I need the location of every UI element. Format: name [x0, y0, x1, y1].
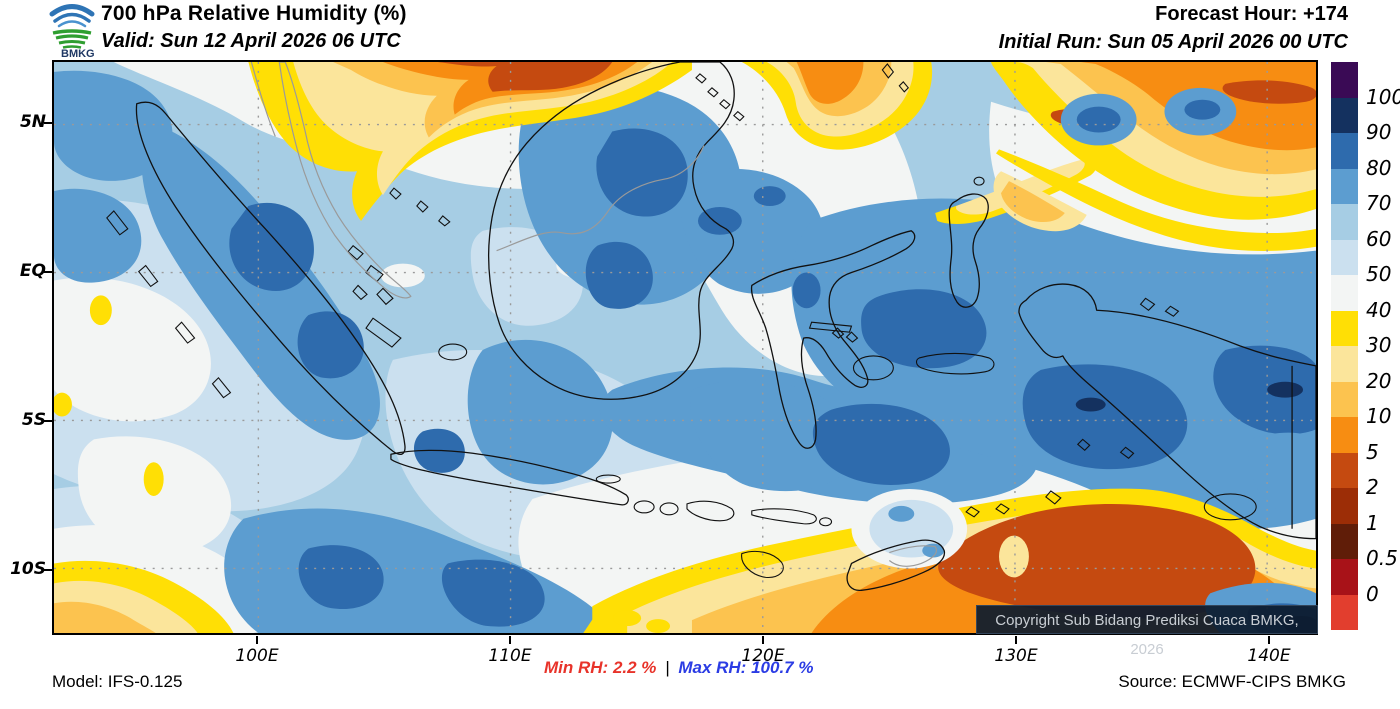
- colorbar-swatch: [1331, 523, 1358, 559]
- logo-blue-arc: [49, 4, 95, 17]
- colorbar-label: 50: [1366, 262, 1392, 286]
- dry-zone-top-right: [991, 62, 1316, 251]
- colorbar-swatch: [1331, 168, 1358, 204]
- colorbar-swatch: [1331, 97, 1358, 133]
- x-tick-label: 100E: [235, 646, 279, 666]
- colorbar-swatch: [1331, 275, 1358, 311]
- y-tick: [44, 569, 52, 571]
- coastline-borneo: [487, 62, 735, 400]
- weather-map: Copyright Sub Bidang Prediksi Cuaca BMKG…: [52, 60, 1318, 658]
- rh-contour-field: [54, 62, 1316, 633]
- colorbar-swatch: [1331, 417, 1358, 453]
- logo-green-line: [52, 29, 92, 35]
- graticule: [54, 62, 1316, 633]
- min-rh-value: 2.2 %: [612, 658, 657, 677]
- coastline-timor: [846, 539, 946, 591]
- colorbar-label: 1: [1366, 510, 1379, 535]
- y-tick-label: EQ: [19, 261, 46, 281]
- x-tick: [762, 636, 764, 644]
- colorbar-label: 20: [1366, 368, 1392, 393]
- colorbar-label: 30: [1366, 333, 1392, 357]
- colorbar-label: 70: [1366, 191, 1392, 215]
- x-tick-label: 120E: [741, 646, 785, 666]
- coastline-papua: [1018, 283, 1316, 540]
- colorbar-swatch: [1331, 204, 1358, 240]
- coastline-buru: [852, 355, 894, 381]
- colorbar-label: 80: [1366, 155, 1392, 180]
- y-tick-label: 5S: [21, 410, 46, 430]
- dry-arc-bottom-left: [54, 560, 234, 633]
- min-max-rh: Min RH: 2.2 % | Max RH: 100.7 %: [544, 658, 813, 678]
- y-tick: [44, 122, 52, 124]
- x-tick-label: 130E: [994, 646, 1038, 666]
- colorbar-swatch: [1331, 62, 1358, 98]
- colorbar-swatch: [1331, 488, 1358, 524]
- max-rh-value: 100.7 %: [751, 658, 814, 677]
- x-tick: [1268, 636, 1270, 644]
- y-tick: [44, 271, 52, 273]
- colorbar-swatch: [1331, 346, 1358, 382]
- y-tick-label: 10S: [10, 559, 46, 579]
- colorbar-swatch: [1331, 381, 1358, 417]
- coastline-dolak: [1203, 493, 1257, 521]
- colorbar-label: 2: [1366, 475, 1379, 499]
- min-max-separator: |: [665, 658, 670, 677]
- x-tick-label: 110E: [488, 646, 532, 666]
- coastline-halmahera: [948, 193, 989, 308]
- colorbar-label: 40: [1366, 297, 1392, 322]
- dry-zone-top-center: [248, 62, 692, 221]
- coastline-sumba: [741, 550, 784, 578]
- x-tick-label: 140E: [1247, 646, 1291, 666]
- x-tick: [509, 636, 511, 644]
- coastline-seram: [915, 352, 995, 375]
- page-title: 700 hPa Relative Humidity (%): [101, 2, 407, 25]
- logo-text: BMKG: [61, 48, 95, 58]
- colorbar-label: 100: [1366, 84, 1400, 109]
- border-kalimantan-malaysia: [496, 145, 705, 252]
- colorbar-label: 90: [1366, 120, 1392, 144]
- colorbar-swatch: [1331, 133, 1358, 169]
- y-tick-label: 5N: [19, 112, 46, 132]
- coastline-malay-peninsula: [278, 62, 412, 299]
- min-rh-label: Min RH:: [544, 658, 609, 677]
- colorbar-swatch: [1331, 239, 1358, 275]
- colorbar-label: 5: [1366, 439, 1379, 464]
- coastline-sumatra: [135, 101, 406, 456]
- border-timor-leste: [888, 545, 937, 567]
- colorbar-swatch: [1331, 310, 1358, 346]
- rh-80-90-layer: [229, 128, 1316, 627]
- colorbar-swatch: [1331, 452, 1358, 488]
- dry-band-top-right-of-borneo: [741, 62, 933, 150]
- model-label: Model: IFS-0.125: [52, 672, 183, 691]
- coastline-java: [390, 449, 629, 506]
- source-label: Source: ECMWF-CIPS BMKG: [1118, 672, 1346, 691]
- x-tick: [1015, 636, 1017, 644]
- forecast-hour: Forecast Hour: +174: [1155, 3, 1348, 25]
- coastlines: [106, 62, 1316, 591]
- colorbar-label: 0: [1366, 581, 1379, 606]
- colorbar-label: 0.5: [1366, 546, 1398, 570]
- x-tick: [256, 636, 258, 644]
- colorbar-swatch: [1331, 594, 1358, 630]
- colorbar-label: 60: [1366, 226, 1392, 251]
- max-rh-label: Max RH:: [678, 658, 747, 677]
- copyright-badge: Copyright Sub Bidang Prediksi Cuaca BMKG…: [976, 605, 1318, 658]
- colorbar-label: 10: [1366, 404, 1392, 428]
- bmkg-logo: BMKG: [49, 4, 95, 58]
- initial-run: Initial Run: Sun 05 April 2026 00 UTC: [998, 31, 1348, 53]
- valid-time: Valid: Sun 12 April 2026 06 UTC: [101, 30, 401, 52]
- y-tick: [44, 420, 52, 422]
- coastline-sulawesi: [750, 230, 916, 449]
- dry-zone-bottom-right: [592, 488, 1316, 633]
- colorbar-swatch: [1331, 559, 1358, 595]
